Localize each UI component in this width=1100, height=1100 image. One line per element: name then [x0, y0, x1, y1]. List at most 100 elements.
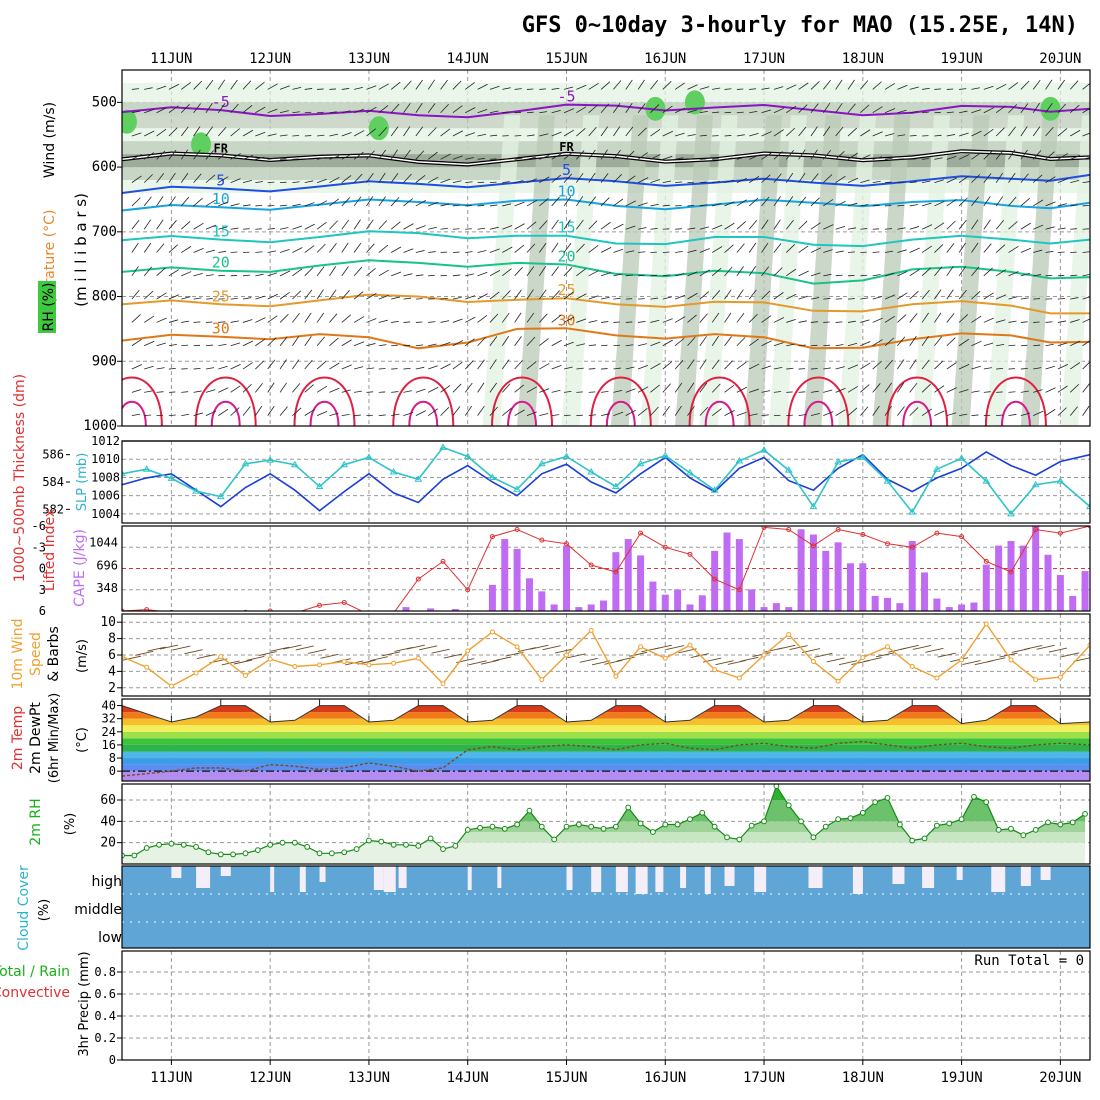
wind-barb [884, 157, 893, 160]
wind-barb [279, 110, 289, 114]
wind-barb [514, 336, 522, 346]
rh2m-point [711, 823, 718, 830]
temp-contour-35 [589, 376, 652, 426]
x-day-label-bottom: 13JUN [348, 1070, 390, 1086]
wind-barb [218, 387, 229, 393]
cape-bar [550, 604, 558, 611]
wind-barb [872, 106, 883, 114]
cape-bar [637, 555, 645, 611]
wind-barb [860, 384, 870, 393]
cape-bar [1007, 541, 1015, 611]
wind-barb [230, 320, 239, 323]
panel-frame-rh [121, 783, 1091, 865]
rh2m-point [884, 794, 891, 801]
wind-barb [786, 414, 793, 417]
wind-barb [674, 405, 682, 416]
wind-barb [761, 87, 770, 90]
lifted-index-point [465, 587, 471, 593]
wind-barb [909, 313, 918, 323]
rh-moist-plume [872, 115, 911, 426]
wind-barb [514, 88, 522, 90]
wind-barb [378, 368, 386, 370]
wind-barb [465, 132, 476, 137]
panel-frame-precip [121, 950, 1091, 1061]
cloud-gap [991, 866, 1006, 892]
cape-bar [884, 597, 892, 611]
lifted-index-point [341, 600, 347, 605]
wind-barb [1033, 410, 1044, 417]
wind-barb [761, 290, 771, 300]
wind-barb [390, 173, 399, 183]
y-tick-label: 0.4 [94, 1009, 116, 1023]
wind-barb [279, 134, 288, 137]
wind10-barb [826, 657, 845, 663]
wind10-barb [653, 644, 672, 650]
wind-barb [489, 204, 498, 207]
wind-barb [662, 80, 672, 90]
wind-barb [1082, 251, 1090, 253]
wind-barb [464, 360, 474, 370]
wind-barb [452, 383, 462, 393]
cape-tick-label: 1044 [89, 536, 118, 550]
wind-barb [143, 290, 154, 300]
wind10-barb [122, 655, 141, 661]
wind-barb [366, 243, 375, 253]
wind-barb [230, 227, 239, 230]
temp2m-panel [122, 699, 1090, 781]
wind-barb [193, 197, 203, 207]
wind-barb [193, 412, 203, 417]
y-tick-label: 32 [102, 712, 116, 726]
cloud-level-middle: middle [74, 902, 122, 918]
wind-barb [563, 242, 572, 253]
x-day-label-top: 13JUN [348, 51, 390, 67]
wind-barb [341, 175, 352, 183]
wind-barb [674, 316, 686, 323]
wind10-barb [715, 660, 734, 666]
wind-barb [724, 135, 732, 137]
wind-barb [304, 289, 313, 300]
wind-barb [860, 154, 871, 160]
temp-contour-40 [408, 400, 439, 426]
wind-barb [1020, 297, 1029, 300]
x-day-label-bottom: 18JUN [842, 1070, 884, 1086]
wind-barb [822, 102, 831, 113]
wind-barb [761, 390, 771, 393]
wind-barb [279, 248, 290, 253]
rh2m-point [785, 802, 792, 809]
wind-barb [1082, 340, 1090, 347]
wind10-speed-point [193, 670, 199, 676]
wind-barb [934, 266, 943, 277]
wind-barb [884, 294, 896, 300]
slp-tick-label: 1004 [91, 507, 120, 521]
wind-barb [131, 197, 141, 207]
wind-barb [1045, 321, 1053, 323]
wind-barb [1070, 362, 1081, 370]
wind-barb [181, 413, 190, 417]
slp-point [463, 452, 472, 459]
cape-bar [501, 539, 509, 611]
wind-barb [946, 362, 957, 370]
y-tick-label: 8 [108, 632, 116, 647]
wind-barb [946, 387, 957, 393]
wind-barb [403, 198, 413, 207]
wind-barb [440, 103, 449, 113]
temp-contour-40 [1000, 400, 1031, 426]
wind-barb [736, 361, 747, 370]
wind-barb [526, 134, 535, 137]
rh2m-point [1032, 826, 1039, 833]
wind-barb [1020, 103, 1029, 113]
wind10-barb [530, 644, 549, 650]
slp-point [414, 475, 423, 482]
wind10-barb [307, 649, 327, 654]
wind-barb [835, 344, 844, 347]
wind-barb [391, 391, 399, 393]
wind-barb [415, 126, 424, 137]
wind-barb [391, 320, 399, 323]
rh2m-unit-label: (%) [63, 813, 78, 836]
wind-barb [181, 344, 189, 347]
wind-barb [934, 289, 942, 300]
wind-barb [489, 85, 500, 90]
wind-barb [366, 343, 376, 347]
wind-barb [551, 365, 562, 370]
wind-barb [773, 219, 781, 230]
